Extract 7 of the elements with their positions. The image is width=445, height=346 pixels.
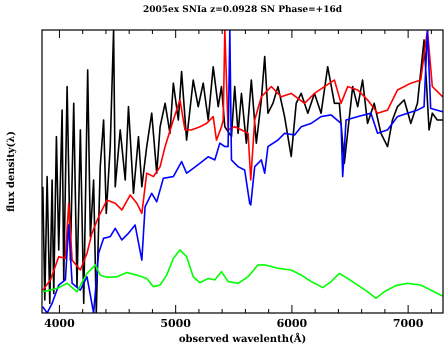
x-tick-label: 7000 xyxy=(392,317,424,330)
x-tick-label: 5000 xyxy=(160,317,192,330)
x-axis-title: observed wavelenth(Å) xyxy=(178,332,306,345)
x-tick-label: 4000 xyxy=(44,317,76,330)
x-tick-label: 6000 xyxy=(276,317,308,330)
y-axis-title: flux density(λ) xyxy=(6,131,17,212)
chart-title: 2005ex SNIa z=0.0928 SN Phase=+16d xyxy=(142,5,343,15)
